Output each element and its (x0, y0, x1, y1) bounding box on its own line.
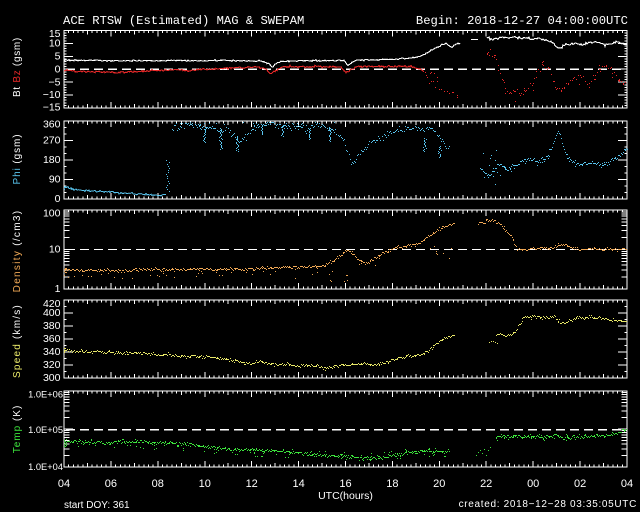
svg-text:start DOY: 361: start DOY: 361 (64, 500, 130, 511)
svg-text:14: 14 (292, 478, 304, 490)
svg-text:1.0E+05: 1.0E+05 (28, 425, 63, 435)
svg-text:12: 12 (246, 478, 258, 490)
svg-text:18: 18 (386, 478, 398, 490)
svg-text:320: 320 (43, 359, 61, 371)
svg-text:−5: −5 (49, 76, 61, 88)
svg-text:5: 5 (55, 51, 61, 63)
svg-text:Phi (gsm): Phi (gsm) (12, 134, 23, 185)
svg-text:created: 2018−12−28 03:35:05UT: created: 2018−12−28 03:35:05UTC (459, 499, 637, 510)
svg-text:04: 04 (621, 478, 633, 490)
svg-text:270: 270 (43, 135, 61, 147)
svg-text:20: 20 (433, 478, 445, 490)
svg-text:16: 16 (339, 478, 351, 490)
svg-text:100: 100 (43, 208, 61, 220)
svg-text:06: 06 (105, 478, 117, 490)
svg-text:420: 420 (43, 298, 61, 310)
svg-text:10: 10 (199, 478, 211, 490)
svg-text:Speed (km/s): Speed (km/s) (12, 304, 23, 378)
svg-text:02: 02 (574, 478, 586, 490)
svg-text:0: 0 (55, 63, 61, 75)
svg-text:00: 00 (527, 478, 539, 490)
svg-text:10: 10 (49, 38, 61, 50)
svg-text:300: 300 (43, 372, 61, 384)
svg-text:180: 180 (43, 154, 61, 166)
svg-text:360: 360 (43, 333, 61, 345)
svg-text:04: 04 (58, 478, 70, 490)
svg-text:1.0E+04: 1.0E+04 (28, 462, 63, 472)
svg-text:400: 400 (43, 307, 61, 319)
svg-text:360: 360 (43, 119, 61, 131)
svg-text:UTC(hours): UTC(hours) (318, 490, 373, 502)
svg-text:Temp (K): Temp (K) (12, 405, 23, 454)
svg-text:0: 0 (55, 193, 61, 205)
svg-text:Begin: 2018-12-27 04:00:00UTC: Begin: 2018-12-27 04:00:00UTC (416, 14, 628, 28)
svg-text:Density (/cm3): Density (/cm3) (12, 210, 23, 293)
svg-text:−10: −10 (43, 89, 61, 101)
svg-text:22: 22 (480, 478, 492, 490)
svg-text:10: 10 (49, 244, 61, 256)
svg-text:1: 1 (55, 283, 61, 295)
svg-text:380: 380 (43, 320, 61, 332)
svg-text:15: 15 (49, 28, 61, 40)
svg-text:Bt Bz (gsm): Bt Bz (gsm) (12, 37, 23, 97)
svg-text:90: 90 (49, 174, 61, 186)
svg-text:ACE RTSW (Estimated) MAG & SWE: ACE RTSW (Estimated) MAG & SWEPAM (63, 14, 304, 28)
svg-text:340: 340 (43, 346, 61, 358)
svg-text:08: 08 (152, 478, 164, 490)
svg-text:1.0E+06: 1.0E+06 (28, 389, 63, 399)
svg-text:−15: −15 (43, 102, 61, 114)
